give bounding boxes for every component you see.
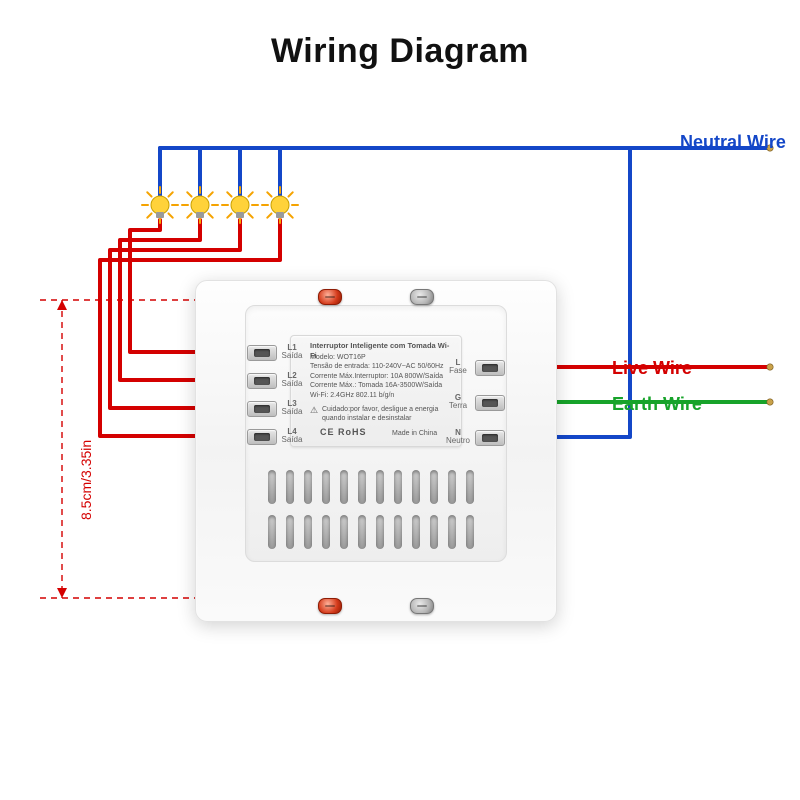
vent-row-top [268, 470, 474, 504]
pcb-made-in: Made in China [392, 429, 437, 438]
vent-slot [286, 515, 294, 549]
vent-slot [322, 470, 330, 504]
pcb-certs: CE RoHS [320, 427, 367, 437]
terminal-label: L4Saída [279, 428, 305, 445]
terminal-L1 [247, 345, 277, 361]
vent-slot [376, 515, 384, 549]
terminal-label: L3Saída [279, 400, 305, 417]
pcb-spec-lines: Modelo: WOT16PTensão de entrada: 110-240… [310, 353, 454, 400]
vent-slot [394, 515, 402, 549]
vent-slot [430, 515, 438, 549]
vent-slot [340, 470, 348, 504]
mounting-screw [410, 598, 434, 614]
terminal-G [475, 395, 505, 411]
vent-slot [412, 470, 420, 504]
vent-slot [376, 470, 384, 504]
mounting-screw [410, 289, 434, 305]
mounting-screw [318, 598, 342, 614]
vent-slot [466, 515, 474, 549]
terminal-label: NNeutro [445, 429, 471, 446]
terminal-L4 [247, 429, 277, 445]
vent-slot [268, 470, 276, 504]
label-neutral-wire: Neutral Wire [680, 132, 786, 153]
vent-slot [340, 515, 348, 549]
vent-slot [448, 470, 456, 504]
pcb-warning: Cuidado:por favor, desligue a energia qu… [322, 405, 452, 424]
vent-slot [286, 470, 294, 504]
vent-slot [322, 515, 330, 549]
vent-slot [304, 515, 312, 549]
terminal-label: L2Saída [279, 372, 305, 389]
vent-slot [394, 470, 402, 504]
terminal-L2 [247, 373, 277, 389]
vent-slot [358, 515, 366, 549]
terminal-label: L1Saída [279, 344, 305, 361]
terminal-N [475, 430, 505, 446]
vent-slot [430, 470, 438, 504]
vent-slot [466, 470, 474, 504]
terminal-L [475, 360, 505, 376]
vent-slot [448, 515, 456, 549]
diagram-stage: Wiring Diagram Neutral Wire Live Wire Ea… [0, 0, 800, 800]
dimension-label: 8.5cm/3.35in [78, 440, 94, 520]
terminal-L3 [247, 401, 277, 417]
vent-slot [304, 470, 312, 504]
warning-icon: ⚠ [310, 405, 320, 415]
vent-slot [358, 470, 366, 504]
label-earth-wire: Earth Wire [612, 394, 702, 415]
label-live-wire: Live Wire [612, 358, 692, 379]
vent-row-bottom [268, 515, 474, 549]
mounting-screw [318, 289, 342, 305]
vent-slot [268, 515, 276, 549]
vent-slot [412, 515, 420, 549]
